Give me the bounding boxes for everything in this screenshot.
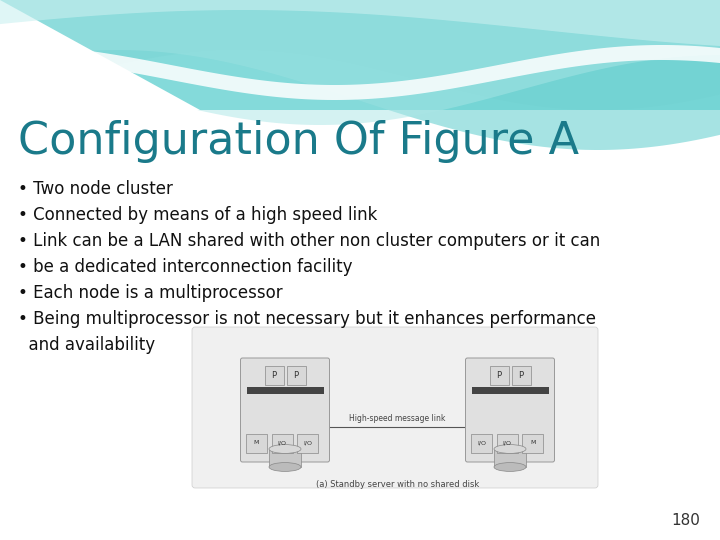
Text: • Link can be a LAN shared with other non cluster computers or it can: • Link can be a LAN shared with other no… xyxy=(18,232,600,250)
Text: I/O: I/O xyxy=(303,441,312,446)
FancyBboxPatch shape xyxy=(246,434,267,453)
Text: I/O: I/O xyxy=(278,441,287,446)
Ellipse shape xyxy=(494,463,526,471)
FancyBboxPatch shape xyxy=(271,434,292,453)
Text: P: P xyxy=(518,370,523,380)
Ellipse shape xyxy=(269,444,301,454)
Text: I/O: I/O xyxy=(503,441,512,446)
FancyBboxPatch shape xyxy=(192,327,598,488)
FancyBboxPatch shape xyxy=(466,358,554,462)
FancyBboxPatch shape xyxy=(264,366,284,384)
Text: Configuration Of Figure A: Configuration Of Figure A xyxy=(18,120,579,163)
Bar xyxy=(472,387,549,394)
Text: P: P xyxy=(294,370,299,380)
FancyBboxPatch shape xyxy=(490,366,508,384)
Text: 180: 180 xyxy=(671,513,700,528)
FancyBboxPatch shape xyxy=(497,434,518,453)
Text: I/O: I/O xyxy=(477,441,486,446)
Text: P: P xyxy=(496,370,502,380)
Polygon shape xyxy=(0,0,720,125)
Ellipse shape xyxy=(494,444,526,454)
Text: • Two node cluster: • Two node cluster xyxy=(18,180,173,198)
Polygon shape xyxy=(0,0,720,110)
Text: M: M xyxy=(254,441,259,446)
Text: High-speed message link: High-speed message link xyxy=(349,414,446,423)
FancyBboxPatch shape xyxy=(511,366,531,384)
Bar xyxy=(269,449,301,467)
Polygon shape xyxy=(0,0,200,110)
Text: • Each node is a multiprocessor: • Each node is a multiprocessor xyxy=(18,284,283,302)
FancyBboxPatch shape xyxy=(522,434,544,453)
Text: P: P xyxy=(271,370,276,380)
Polygon shape xyxy=(0,45,720,100)
Text: and availability: and availability xyxy=(18,336,155,354)
Polygon shape xyxy=(0,0,720,150)
Text: M: M xyxy=(530,441,536,446)
FancyBboxPatch shape xyxy=(297,434,318,453)
Text: (a) Standby server with no shared disk: (a) Standby server with no shared disk xyxy=(316,480,479,489)
Polygon shape xyxy=(0,0,720,46)
Text: • Connected by means of a high speed link: • Connected by means of a high speed lin… xyxy=(18,206,377,224)
Bar xyxy=(246,387,323,394)
Text: • Being multiprocessor is not necessary but it enhances performance: • Being multiprocessor is not necessary … xyxy=(18,310,596,328)
Text: • be a dedicated interconnection facility: • be a dedicated interconnection facilit… xyxy=(18,258,353,276)
FancyBboxPatch shape xyxy=(471,434,492,453)
FancyBboxPatch shape xyxy=(240,358,330,462)
Polygon shape xyxy=(0,0,720,110)
Ellipse shape xyxy=(269,463,301,471)
Bar xyxy=(494,449,526,467)
FancyBboxPatch shape xyxy=(287,366,305,384)
